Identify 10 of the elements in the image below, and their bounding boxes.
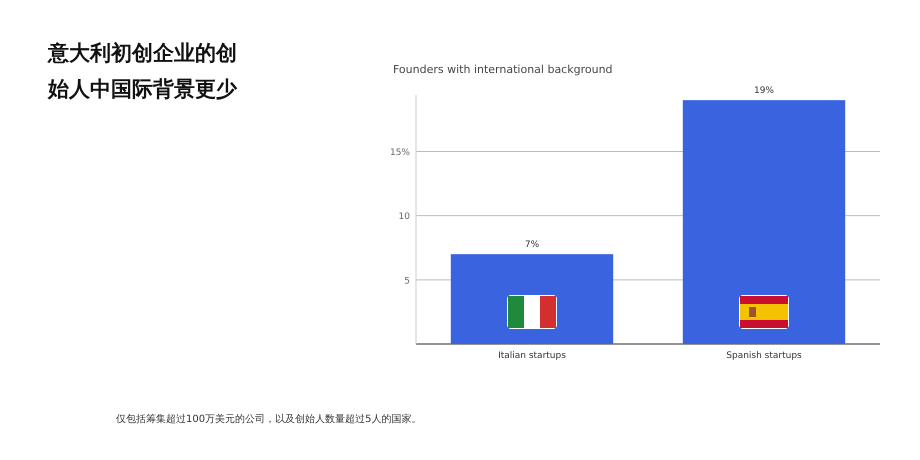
x-tick-label: Italian startups [498,351,566,361]
y-tick-label: 15% [390,148,410,158]
y-tick-label: 10 [398,212,410,222]
data-label: 19% [754,86,774,96]
y-tick-label: 5 [404,276,410,286]
chart-subtitle: Founders with international background [393,63,613,76]
data-label: 7% [524,240,540,250]
x-tick-label: Spanish startups [726,351,802,361]
text: 仅包括筹集超过100万美元的公司，以及创始人数量超过5人的国家。 [116,413,422,425]
text: 意大利初创企业的创始人中国际背景更少 [47,41,238,101]
